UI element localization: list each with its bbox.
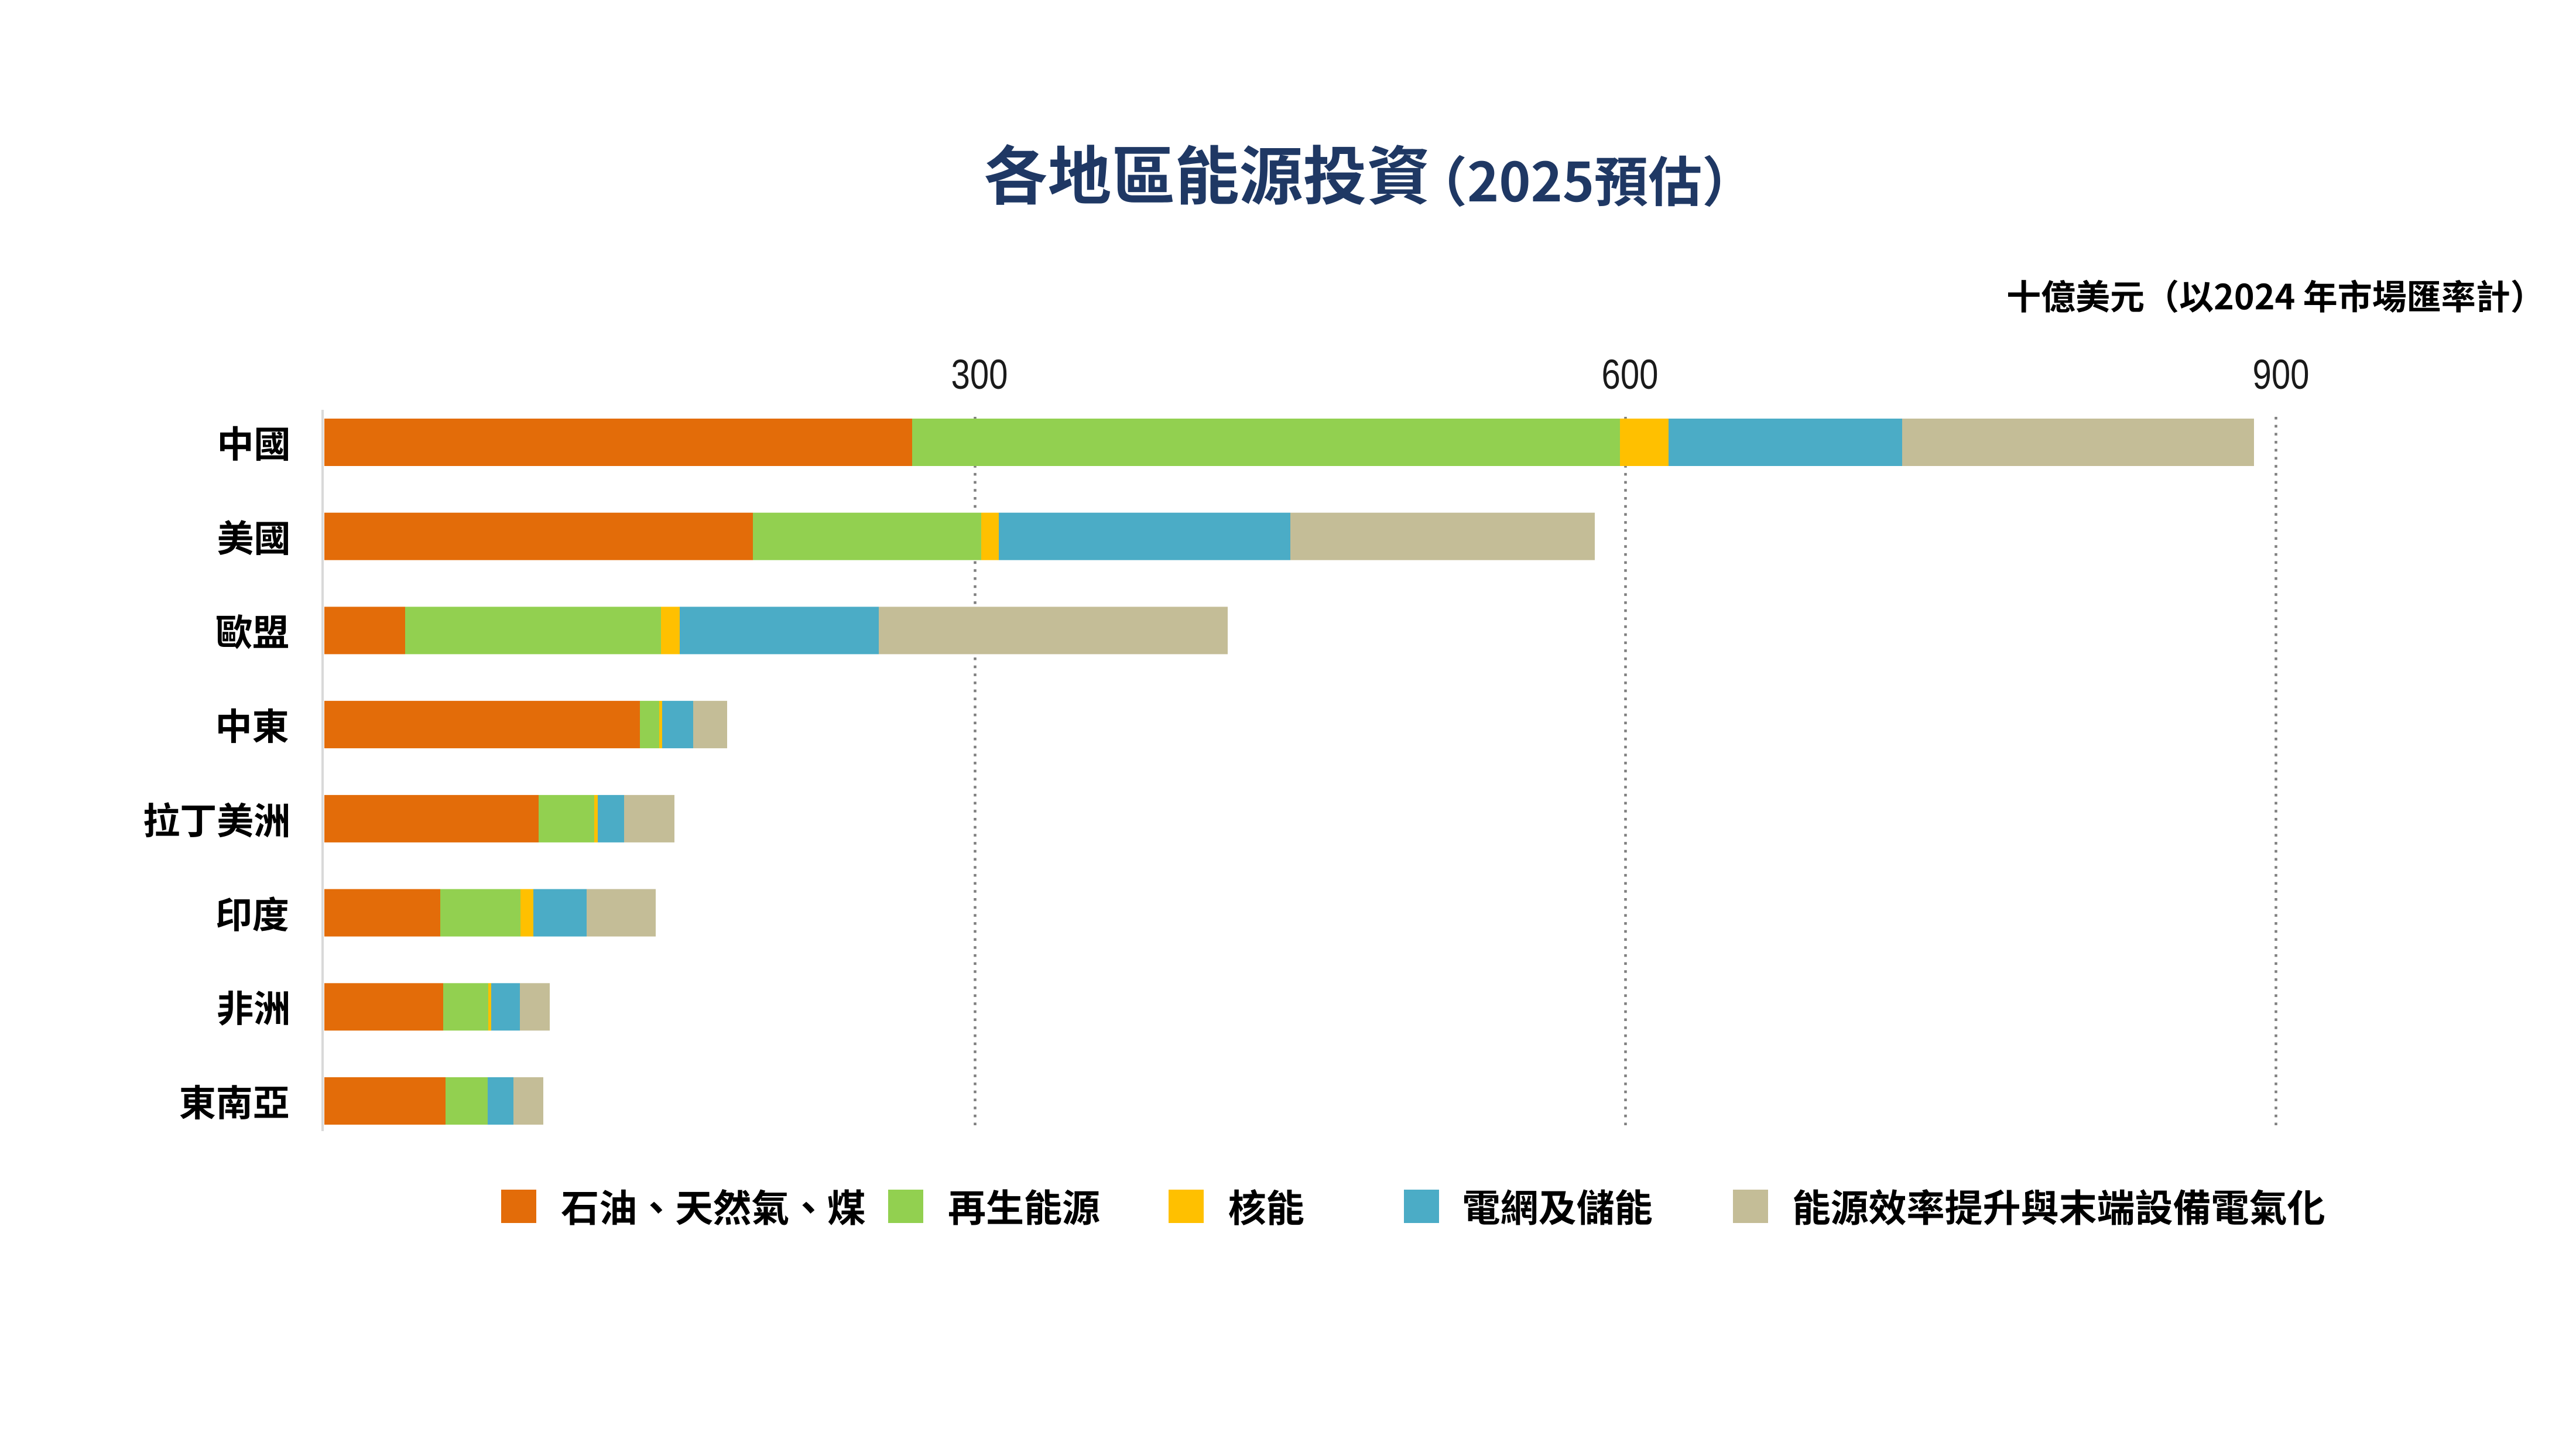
svg-text:300: 300 bbox=[951, 352, 1008, 398]
svg-text:900: 900 bbox=[2253, 352, 2310, 398]
svg-text:600: 600 bbox=[1602, 352, 1659, 398]
